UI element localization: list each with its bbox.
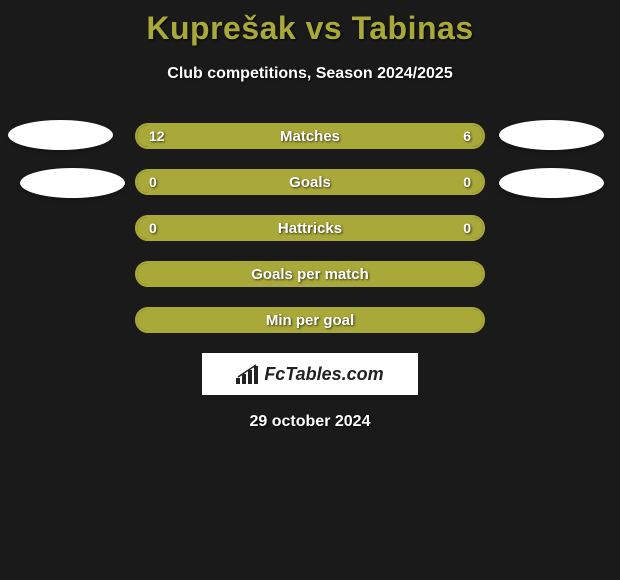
stat-label: Goals xyxy=(137,171,483,193)
player-ellipse-right xyxy=(499,120,604,150)
stat-label: Matches xyxy=(137,125,483,147)
stats-area: 12 Matches 6 0 Goals 0 0 Hattricks 0 Goa… xyxy=(0,123,620,333)
page-title: Kuprešak vs Tabinas xyxy=(0,10,620,47)
player-ellipse-right xyxy=(499,168,604,198)
comparison-card: Kuprešak vs Tabinas Club competitions, S… xyxy=(0,0,620,431)
logo-text: FcTables.com xyxy=(264,364,383,385)
player-ellipse-left xyxy=(8,120,113,150)
stat-row-hattricks: 0 Hattricks 0 xyxy=(135,215,485,241)
stat-row-goals-per-match: Goals per match xyxy=(135,261,485,287)
player-ellipse-left xyxy=(20,168,125,198)
logo-box: FcTables.com xyxy=(202,353,418,395)
stat-row-matches: 12 Matches 6 xyxy=(135,123,485,149)
stat-value-right: 0 xyxy=(463,171,471,193)
chart-icon xyxy=(236,364,258,384)
stat-label: Hattricks xyxy=(137,217,483,239)
subtitle: Club competitions, Season 2024/2025 xyxy=(0,65,620,83)
stat-label: Goals per match xyxy=(137,263,483,285)
stat-row-min-per-goal: Min per goal xyxy=(135,307,485,333)
stat-row-goals: 0 Goals 0 xyxy=(135,169,485,195)
stat-label: Min per goal xyxy=(137,309,483,331)
stat-value-right: 0 xyxy=(463,217,471,239)
date-label: 29 october 2024 xyxy=(0,413,620,431)
stat-value-right: 6 xyxy=(463,125,471,147)
